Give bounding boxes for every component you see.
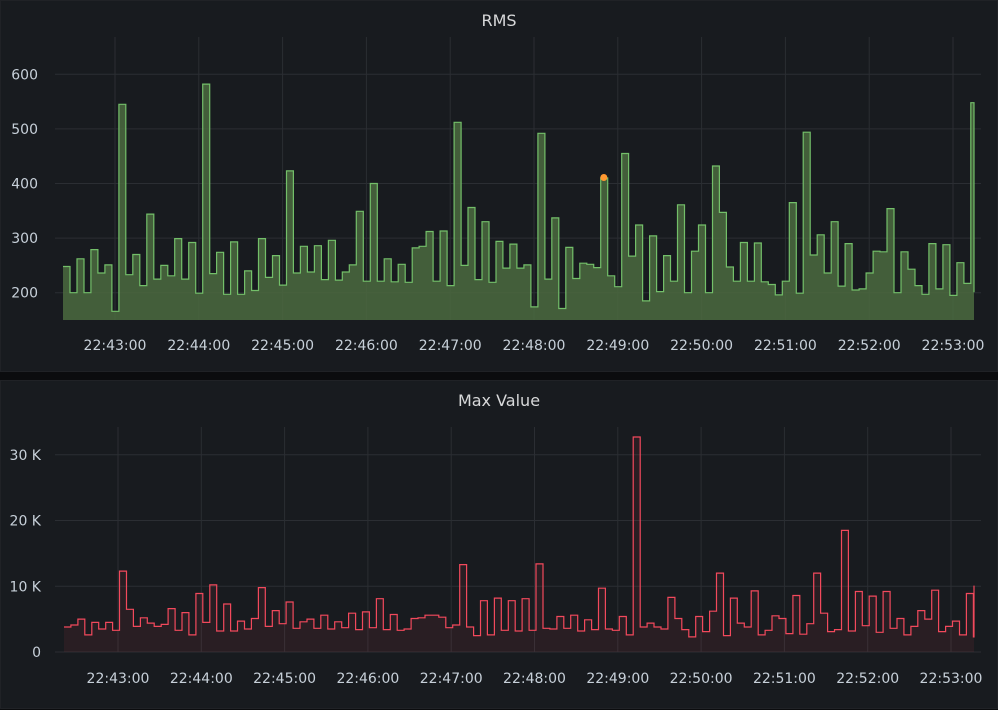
x-tick-label: 22:46:00 — [336, 671, 399, 687]
x-tick-label: 22:47:00 — [419, 338, 482, 354]
y-tick-label: 30 K — [10, 448, 42, 464]
y-tick-label: 600 — [11, 67, 38, 83]
x-tick-label: 22:53:00 — [920, 671, 983, 687]
x-tick-label: 22:49:00 — [586, 338, 649, 354]
max-value-chart[interactable]: 0 10 K 20 K 30 K 22:43:00 22:44:00 22:45:00 22:… — [1, 381, 998, 710]
x-tick-label: 22:44:00 — [170, 671, 233, 687]
x-tick-label: 22:48:00 — [503, 671, 566, 687]
x-tick-label: 22:43:00 — [84, 338, 147, 354]
y-tick-label: 300 — [11, 231, 38, 247]
x-tick-label: 22:45:00 — [251, 338, 314, 354]
data-points — [67, 437, 974, 637]
x-tick-label: 22:46:00 — [335, 338, 398, 354]
x-tick-label: 22:52:00 — [838, 338, 901, 354]
x-tick-label: 22:51:00 — [754, 338, 817, 354]
rms-series-area — [63, 84, 974, 320]
y-tick-label: 400 — [11, 177, 38, 193]
x-tick-label: 22:50:00 — [670, 671, 733, 687]
x-tick-label: 22:44:00 — [167, 338, 230, 354]
max-series-area — [64, 437, 974, 652]
x-tick-label: 22:53:00 — [922, 338, 985, 354]
x-tick-label: 22:50:00 — [670, 338, 733, 354]
y-tick-label: 500 — [11, 122, 38, 138]
x-tick-label: 22:48:00 — [503, 338, 566, 354]
y-tick-label: 20 K — [10, 514, 42, 530]
x-tick-label: 22:51:00 — [753, 671, 816, 687]
x-tick-label: 22:45:00 — [253, 671, 316, 687]
x-tick-label: 22:52:00 — [836, 671, 899, 687]
y-tick-label: 10 K — [10, 579, 42, 595]
hover-point-marker — [600, 174, 607, 181]
rms-chart[interactable]: 200 300 400 500 600 22:43:00 22:44:00 22:45:00 2… — [1, 1, 998, 373]
y-tick-label: 0 — [32, 645, 41, 661]
y-tick-label: 200 — [11, 286, 38, 302]
x-tick-label: 22:47:00 — [420, 671, 483, 687]
x-tick-label: 22:43:00 — [87, 671, 150, 687]
x-tick-label: 22:49:00 — [586, 671, 649, 687]
